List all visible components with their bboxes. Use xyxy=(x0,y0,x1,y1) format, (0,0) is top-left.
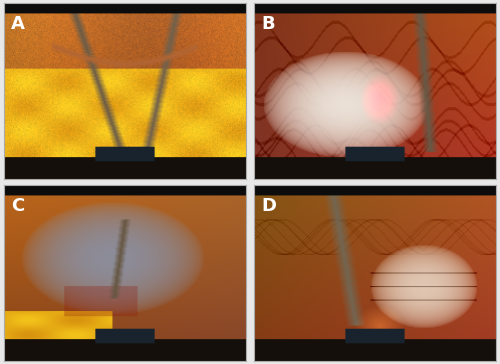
Text: A: A xyxy=(12,15,25,33)
Text: D: D xyxy=(261,197,276,215)
Text: C: C xyxy=(12,197,24,215)
Text: B: B xyxy=(261,15,274,33)
